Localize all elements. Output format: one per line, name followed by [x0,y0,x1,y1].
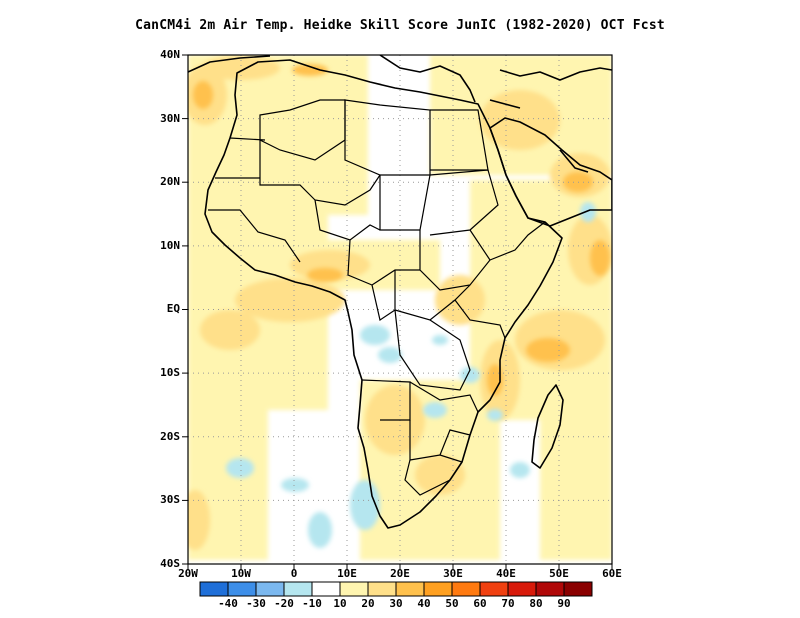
colorbar-swatch [311,581,341,597]
colorbar-label: -10 [302,597,322,610]
colorbar-swatch [199,581,229,597]
colorbar-label: 20 [361,597,375,610]
colorbar-label: 30 [389,597,403,610]
colorbar-swatch [339,581,369,597]
lon-label-0: 0 [290,567,298,580]
lon-label-60e: 60E [602,567,622,580]
coastline [188,55,612,529]
colorbar-swatch [255,581,285,597]
lon-label-30e: 30E [443,567,463,580]
axis-ticks [182,54,613,570]
colorbar [199,581,593,597]
colorbar-swatch [283,581,313,597]
colorbar-swatch [563,581,593,597]
lat-label-30s: 30S [160,493,180,506]
colorbar-label: 80 [529,597,543,610]
colorbar-swatch [423,581,453,597]
colorbar-swatch [367,581,397,597]
colorbar-label: 50 [445,597,459,610]
lon-label-10e: 10E [337,567,357,580]
country-borders [208,99,546,496]
colorbar-swatch [227,581,257,597]
colorbar-swatch [395,581,425,597]
colorbar-label: -30 [246,597,266,610]
lat-label-10s: 10S [160,366,180,379]
lat-label-40n: 40N [160,48,180,61]
lat-label-30n: 30N [160,112,180,125]
colorbar-swatch [451,581,481,597]
colorbar-label: 90 [557,597,571,610]
lat-label-40s: 40S [160,557,180,570]
lon-label-20w: 20W [178,567,198,580]
map-title: CanCM4i 2m Air Temp. Heidke Skill Score … [135,18,665,33]
lat-label-eq: EQ [166,302,180,315]
lat-label-20n: 20N [160,175,180,188]
lat-label-20s: 20S [160,430,180,443]
colorbar-swatch [479,581,509,597]
colorbar-swatch [535,581,565,597]
colorbar-label: 70 [501,597,515,610]
lon-label-50e: 50E [549,567,569,580]
colorbar-label: -40 [218,597,238,610]
lon-label-40e: 40E [496,567,516,580]
colorbar-swatch [507,581,537,597]
colorbar-label: 10 [333,597,347,610]
gridlines [188,55,612,564]
lon-label-20e: 20E [390,567,410,580]
lat-label-10n: 10N [160,239,180,252]
skill-field [188,55,612,564]
colorbar-label: 40 [417,597,431,610]
lon-label-10w: 10W [231,567,251,580]
colorbar-label: -20 [274,597,294,610]
colorbar-label: 60 [473,597,487,610]
